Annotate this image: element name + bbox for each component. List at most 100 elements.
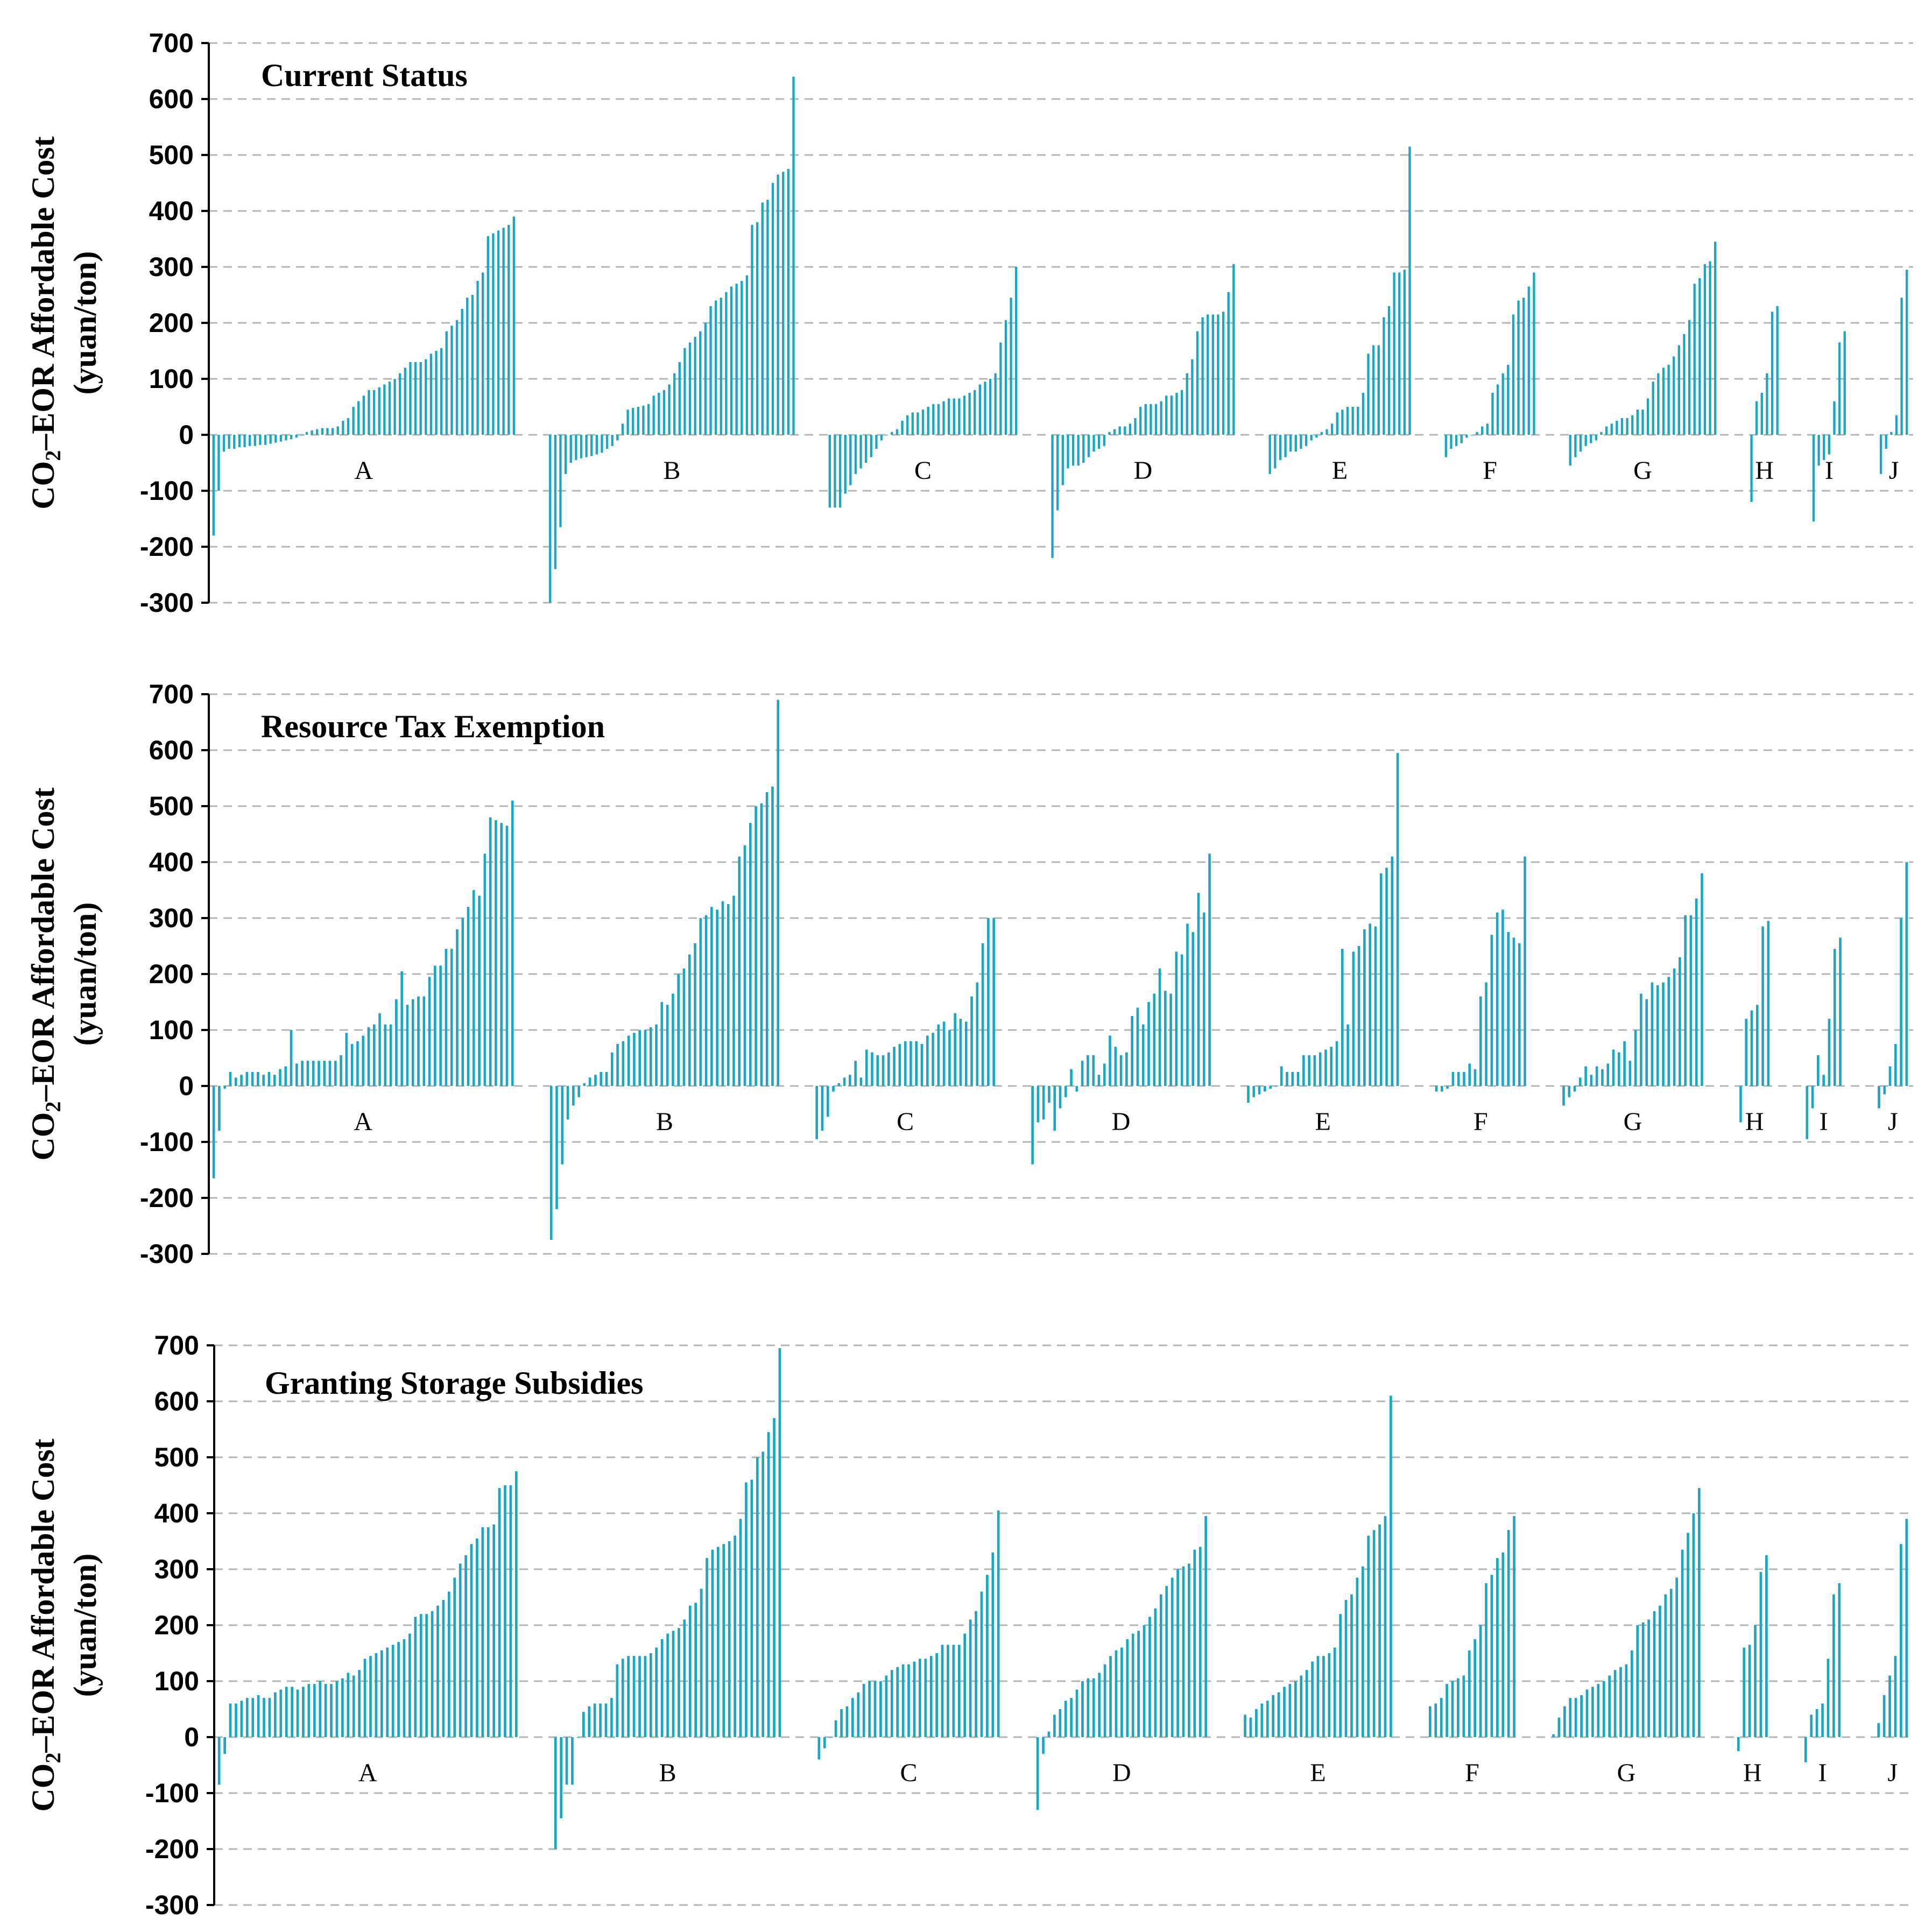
bar [616, 435, 619, 441]
bar [1462, 1675, 1465, 1737]
bar [1463, 1072, 1465, 1086]
bar [1883, 1086, 1886, 1095]
bar [1207, 314, 1209, 435]
bar [1562, 1086, 1565, 1106]
bar [1144, 404, 1147, 435]
bar [1258, 1086, 1261, 1095]
bar [290, 435, 293, 440]
bar [1750, 1010, 1753, 1086]
bar [445, 331, 448, 435]
bar [1378, 1524, 1381, 1737]
bar [1584, 435, 1587, 446]
y-tick-label: 0 [184, 1722, 199, 1752]
bar [1193, 1549, 1196, 1737]
group-label: E [1315, 1107, 1331, 1136]
bar [1042, 1086, 1045, 1120]
y-tick-label: -200 [140, 532, 194, 562]
bar [1367, 354, 1370, 435]
bar [909, 1041, 912, 1086]
bar [434, 965, 436, 1086]
bar [896, 1667, 899, 1737]
bar [1098, 435, 1101, 449]
bar [251, 1072, 254, 1086]
bar [1877, 1723, 1880, 1737]
bar [1170, 396, 1173, 435]
group-label: B [656, 1107, 673, 1136]
bar [295, 435, 298, 438]
bar [495, 820, 497, 1086]
bar [368, 390, 370, 435]
bar [1004, 320, 1007, 435]
bar [588, 1706, 591, 1737]
bar [1408, 146, 1411, 435]
bar [1064, 1086, 1067, 1097]
bar [1838, 342, 1841, 435]
bar [268, 1698, 271, 1737]
bar [228, 435, 230, 449]
bar [826, 1086, 829, 1117]
bar [821, 1086, 824, 1131]
bar [240, 1701, 243, 1737]
bar [1288, 1684, 1292, 1737]
bar [1811, 1086, 1814, 1109]
bar [1451, 1072, 1455, 1086]
bar [1015, 267, 1018, 435]
bar [1289, 435, 1292, 452]
bar [721, 901, 724, 1086]
bar [760, 803, 763, 1086]
bar [1905, 1519, 1908, 1737]
bar [782, 172, 785, 435]
bar [778, 1348, 781, 1737]
bar [358, 1670, 361, 1737]
bar [253, 435, 256, 446]
bar [851, 1698, 854, 1737]
bar [906, 415, 909, 435]
bar [1446, 1086, 1449, 1089]
group-label: G [1624, 1107, 1642, 1136]
bar [1324, 1049, 1327, 1086]
chart-panel-2: 700 600 500 400 300 200 100 0 -100 -200 -300 A B C D E F… [25, 679, 1913, 1269]
bar [694, 943, 696, 1086]
bar [1709, 261, 1711, 435]
bar [929, 1656, 933, 1737]
bar [666, 1005, 669, 1086]
bar [316, 429, 319, 435]
bar [735, 284, 738, 435]
y-tick-label: -300 [145, 1890, 199, 1920]
bar [1625, 1664, 1628, 1737]
bar [682, 968, 686, 1086]
bar [1524, 856, 1526, 1086]
bar [739, 1519, 742, 1737]
bar [1244, 1715, 1246, 1737]
bar [787, 169, 790, 435]
bar [1075, 1086, 1078, 1092]
bar [1208, 853, 1211, 1086]
bar [514, 1471, 518, 1737]
bar [638, 1030, 641, 1086]
bar [1512, 937, 1515, 1086]
bar [765, 792, 768, 1086]
bar [1232, 264, 1235, 435]
bar [1383, 317, 1385, 435]
bar [1804, 1737, 1807, 1762]
bar [815, 1086, 818, 1139]
bar [829, 1737, 832, 1738]
bar [984, 382, 986, 435]
bar [328, 1061, 332, 1086]
bar [1103, 435, 1105, 446]
bar [1645, 999, 1648, 1086]
bar [882, 1055, 885, 1086]
bar [1126, 1639, 1129, 1737]
bar [1827, 1659, 1830, 1737]
bar [604, 1703, 608, 1737]
bar [464, 1555, 467, 1737]
bar [1675, 1577, 1679, 1737]
bar [1460, 435, 1463, 443]
y-axis-label-rest: –EOR Affordable Cost [25, 787, 61, 1102]
bar [549, 1086, 553, 1240]
bar [699, 918, 702, 1086]
bar [478, 895, 481, 1086]
y-axis-label: CO2–EOR Affordable Cost (yuan/ton) [25, 136, 103, 509]
y-tick-label: 400 [149, 847, 194, 877]
bar [890, 1670, 893, 1737]
